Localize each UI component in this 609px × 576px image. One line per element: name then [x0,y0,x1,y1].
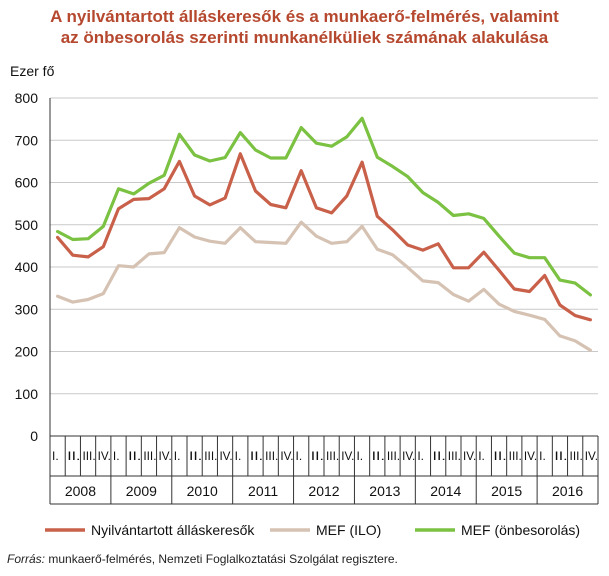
quarter-label: IV. [159,449,172,463]
quarter-label: I. [417,449,424,463]
y-tick-label: 200 [15,344,39,360]
quarter-label: II. [493,449,506,463]
source-note: Forrás: munkaerő-felmérés, Nemzeti Fogla… [7,552,398,566]
quarter-label: II. [433,449,446,463]
series-line [55,116,593,297]
series-line [55,220,593,352]
y-tick-label: 300 [15,301,39,317]
quarter-label: III. [326,449,339,463]
y-tick-label: 600 [15,175,39,191]
quarter-label: II. [372,449,385,463]
quarter-label: I. [235,449,242,463]
series-lines [55,116,593,352]
year-label: 2013 [369,483,400,499]
quarter-label: III. [82,449,95,463]
chart-title-line-1: A nyilvántartott álláskeresők és a munka… [50,7,559,26]
quarter-label: I. [113,449,120,463]
grid-lines [50,97,598,395]
y-tick-label: 0 [30,428,38,444]
quarter-label: II. [554,449,567,463]
y-tick-label: 800 [15,90,39,106]
quarter-label: II. [250,449,263,463]
year-label: 2008 [65,483,96,499]
y-tick-label: 400 [15,259,39,275]
y-tick-label: 500 [15,217,39,233]
quarter-label: II. [189,449,202,463]
quarter-label: I. [52,449,59,463]
legend-label: Nyilvántartott álláskeresők [91,522,255,538]
legend-label: MEF (önbesorolás) [461,522,580,538]
year-label: 2014 [430,483,461,499]
quarter-label: IV. [524,449,537,463]
year-label: 2009 [126,483,157,499]
quarter-label: II. [67,449,80,463]
legend-label: MEF (ILO) [316,522,381,538]
quarter-label: II. [311,449,324,463]
chart-title-line-2: az önbesorolás szerinti munkanélküliek s… [60,28,549,47]
y-tick-label: 100 [15,386,39,402]
quarter-label: IV. [585,449,598,463]
source-text: munkaerő-felmérés, Nemzeti Foglalkoztatá… [45,552,398,566]
quarter-label: IV. [402,449,415,463]
series-line [55,152,593,322]
quarter-label: III. [204,449,217,463]
quarter-label: II. [128,449,141,463]
source-label: Forrás: [7,552,46,566]
year-label: 2016 [552,483,583,499]
chart-title: A nyilvántartott álláskeresők és a munka… [0,6,609,48]
legend: Nyilvántartott álláskeresők MEF (ILO) MEF … [45,522,580,538]
y-axis-label: Ezer fő [10,63,55,79]
quarter-label: IV. [219,449,232,463]
quarter-label: I. [296,449,303,463]
year-label: 2010 [187,483,218,499]
quarter-label: III. [387,449,400,463]
quarter-label: III. [448,449,461,463]
x-axis: I. II. III. IV. I. II. III. IV. I. II. III. IV. I. II… [49,98,599,505]
quarter-label: IV. [98,449,111,463]
quarter-label: I. [174,449,181,463]
quarter-label: III. [143,449,156,463]
quarter-label: III. [509,449,522,463]
year-label: 2012 [308,483,339,499]
quarter-label: III. [570,449,583,463]
y-tick-label: 700 [15,132,39,148]
quarter-label: I. [539,449,546,463]
quarter-label: I. [478,449,485,463]
y-tick-labels: 0 100 200 300 400 500 600 700 800 [15,90,39,444]
quarter-label: IV. [280,449,293,463]
year-label: 2011 [248,483,278,499]
year-label: 2015 [491,483,522,499]
quarter-label: III. [265,449,278,463]
quarter-label: I. [356,449,363,463]
quarter-label: IV. [341,449,354,463]
quarter-label: IV. [463,449,476,463]
